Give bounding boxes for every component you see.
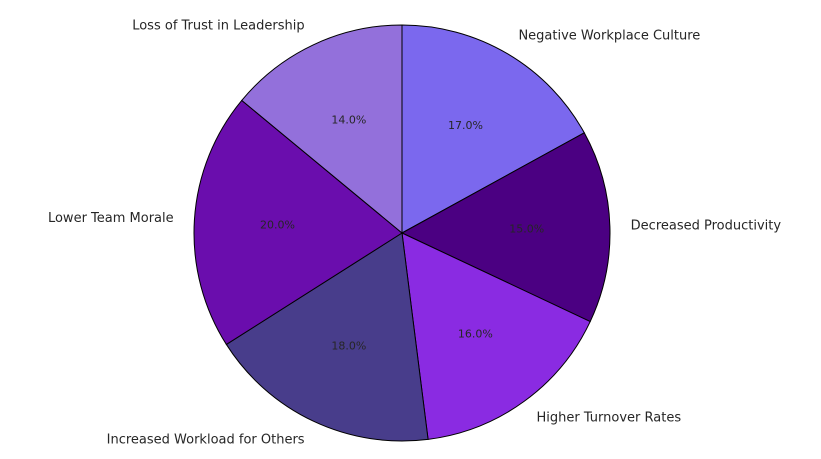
pie-slice-1 bbox=[400, 132, 611, 323]
pie-slices bbox=[193, 24, 611, 442]
pie-slice-category-label: Lower Team Morale bbox=[48, 211, 174, 226]
pie-slice-4 bbox=[193, 99, 403, 346]
pie-slice-category-label: Negative Workplace Culture bbox=[518, 29, 700, 44]
pie-slice-0 bbox=[401, 24, 585, 234]
pie-slice-3 bbox=[225, 232, 429, 442]
pie-slice-2 bbox=[401, 232, 591, 440]
pie-slice-percent-label: 18.0% bbox=[331, 339, 366, 352]
pie-slice-category-label: Decreased Productivity bbox=[631, 218, 782, 233]
pie-slice-5 bbox=[241, 24, 403, 235]
pie-slice-percent-label: 17.0% bbox=[448, 119, 483, 132]
pie-slice-category-label: Loss of Trust in Leadership bbox=[132, 18, 304, 33]
pie-slice-category-label: Higher Turnover Rates bbox=[536, 411, 681, 426]
pie-slice-percent-label: 15.0% bbox=[509, 223, 544, 236]
pie-slice-category-label: Increased Workload for Others bbox=[107, 433, 305, 448]
pie-labels: 17.0% Negative Workplace Culture 15.0% Decr… bbox=[48, 18, 781, 447]
pie-slice-percent-label: 16.0% bbox=[458, 327, 493, 340]
pie-slice-percent-label: 14.0% bbox=[331, 114, 366, 127]
pie-slice-percent-label: 20.0% bbox=[260, 219, 295, 232]
